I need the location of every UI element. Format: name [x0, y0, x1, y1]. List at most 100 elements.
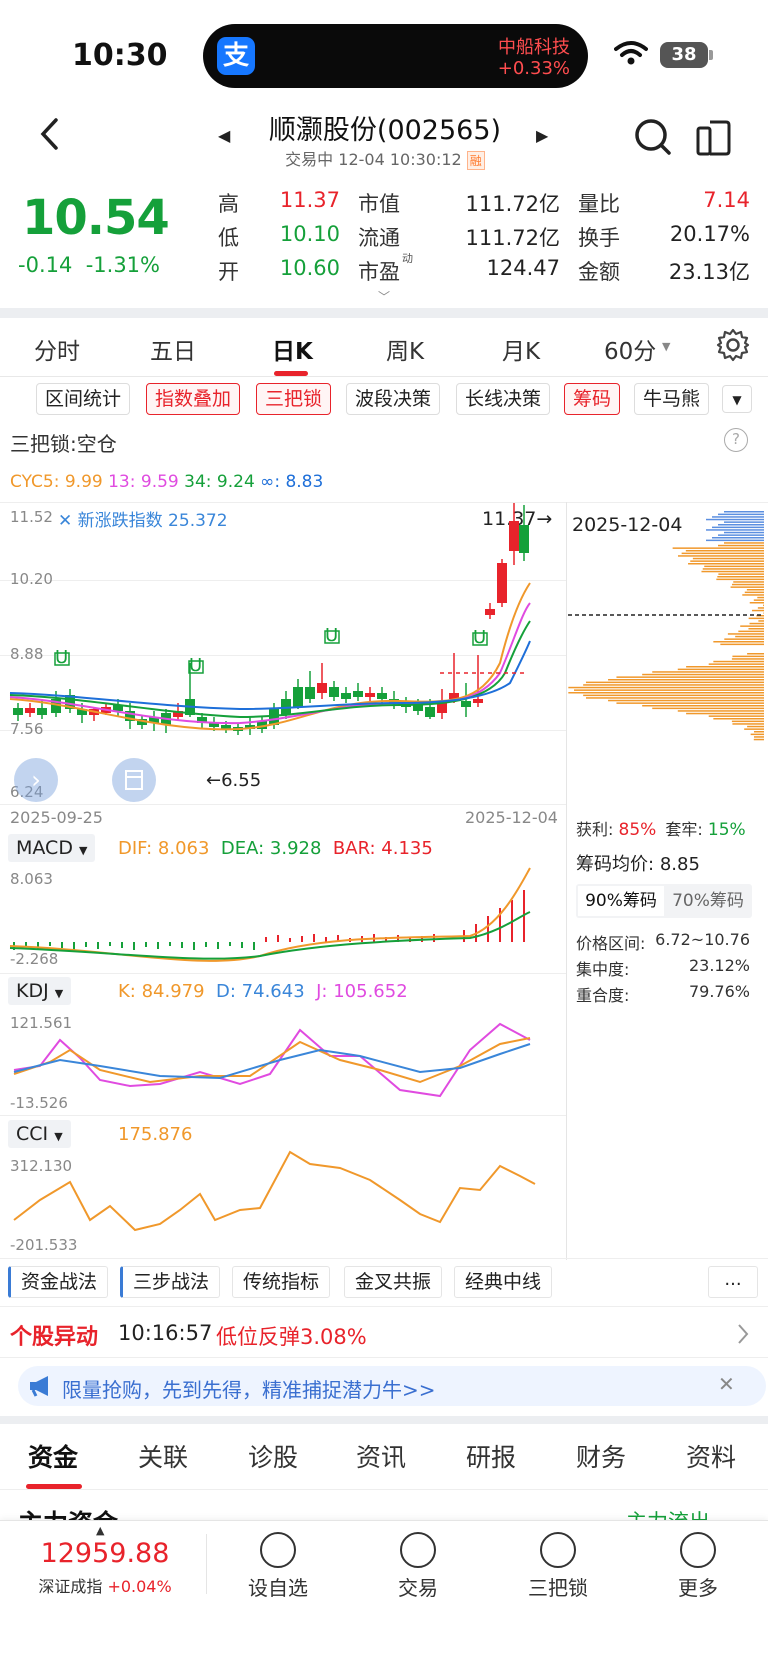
calendar-button[interactable] [112, 758, 156, 802]
strategy-tab-4[interactable]: 经典中线 [454, 1266, 553, 1298]
promo-banner[interactable]: 限量抢购，先到先得，精准捕捉潜力牛>> ✕ [18, 1366, 766, 1406]
kdj-selector[interactable]: KDJ ▼ [8, 977, 72, 1005]
status-time: 10:30 [72, 38, 168, 73]
caret-down-icon: ▼ [662, 340, 671, 353]
candle-body [25, 708, 35, 713]
close-icon[interactable]: ✕ [718, 1372, 735, 1396]
candle-body [293, 687, 303, 707]
chip-3[interactable]: 波段决策 [346, 383, 441, 415]
prev-stock-button[interactable]: ◀ [218, 126, 231, 145]
help-icon[interactable]: ? [724, 428, 748, 452]
chip-4[interactable]: 长线决策 [456, 383, 551, 415]
chip-bar [754, 731, 764, 733]
chip-bar [746, 589, 764, 591]
strategy-more-button[interactable]: ... [708, 1266, 758, 1298]
candle-body [377, 693, 387, 699]
chip-bar [585, 697, 764, 699]
price-change: -0.14 -1.31% [18, 253, 160, 277]
gear-icon[interactable] [716, 328, 750, 362]
chevron-right-icon [738, 1324, 749, 1344]
landscape-icon[interactable] [696, 118, 732, 156]
tab-chip-90[interactable]: 90%筹码 [578, 886, 664, 916]
candle-body [509, 521, 519, 551]
index-widget[interactable]: 12959.88 深证成指 +0.04% [10, 1538, 200, 1597]
strategy-tab-1[interactable]: 三步战法 [120, 1266, 221, 1298]
chip-bar [681, 552, 764, 555]
tab-period-0[interactable]: 分时 [34, 339, 80, 365]
toolbar-label: 设自选 [248, 1576, 308, 1600]
tab-period-3[interactable]: 周K [386, 339, 425, 365]
candlestick-chart[interactable]: ᑌ ᑌᑌ ᑌ [0, 503, 566, 803]
date-start: 2025-09-25 [10, 808, 103, 827]
lock-body [54, 652, 70, 666]
chip-bar [713, 641, 764, 643]
candle-body [257, 721, 267, 729]
stock-alert-row[interactable]: 个股异动 10:16:57 低位反弹3.08% [0, 1306, 768, 1358]
detail-tab-4[interactable]: 研报 [466, 1443, 517, 1472]
chip-bar [712, 516, 764, 518]
strategy-tab-3[interactable]: 金叉共振 [344, 1266, 443, 1298]
chevron-down-icon: ▼ [54, 987, 64, 1000]
strategy-tab-0[interactable]: 资金战法 [8, 1266, 109, 1298]
chip-0[interactable]: 区间统计 [36, 383, 131, 415]
chip-6[interactable]: 牛马熊 [634, 383, 710, 415]
chip-bar [677, 555, 764, 557]
candle-body [221, 725, 231, 729]
main-outflow-label: 主力流出 [626, 1506, 710, 1520]
toolbar-item-0[interactable]: 设自选 [228, 1532, 328, 1601]
toolbar-item-2[interactable]: 三把锁 [508, 1532, 608, 1601]
tab-period-4[interactable]: 月K [502, 339, 541, 365]
toolbar-item-1[interactable]: 交易 [368, 1532, 468, 1601]
tab-chip-70[interactable]: 70%筹码 [672, 891, 744, 911]
chip-range-row: 价格区间: 6.72~10.76 [576, 930, 750, 954]
detail-tab-5[interactable]: 财务 [576, 1443, 627, 1472]
detail-tab-1[interactable]: 关联 [138, 1443, 189, 1472]
tab-period-5[interactable]: 60分 [604, 339, 657, 365]
quote-label: 低 [218, 226, 239, 250]
quote-label: 换手 [578, 226, 620, 250]
chip-bar [718, 524, 764, 526]
chip-1[interactable]: 指数叠加 [146, 383, 241, 415]
wifi-icon [614, 41, 648, 65]
back-button[interactable] [38, 116, 62, 162]
expand-chevron-icon[interactable]: ﹀ [378, 290, 391, 304]
dynamic-island[interactable]: 支 中船科技 +0.33% [203, 24, 588, 88]
chip-2[interactable]: 三把锁 [256, 383, 332, 415]
detail-tab-6[interactable]: 资料 [686, 1443, 737, 1472]
grid-line [0, 804, 566, 805]
kdj-d: D: 74.643 [216, 981, 305, 1002]
chip-bar [718, 573, 764, 575]
date-end: 2025-12-04 [465, 808, 558, 827]
range-label: 价格区间: [576, 934, 646, 953]
chip-date: 2025-12-04 [572, 514, 683, 536]
strategy-tab-2[interactable]: 传统指标 [232, 1266, 331, 1298]
quote-label: 高 [218, 192, 239, 216]
tab-period-1[interactable]: 五日 [150, 339, 196, 365]
lock-body [472, 632, 488, 646]
alipay-logo-icon: 支 [217, 37, 255, 75]
grid-line [0, 1258, 768, 1259]
kchart-y-mid2: 8.88 [10, 645, 44, 663]
chip-bar [742, 594, 764, 596]
chips-more-button[interactable]: ▼ [722, 385, 752, 413]
detail-tab-2[interactable]: 诊股 [248, 1443, 299, 1472]
close-icon[interactable]: ✕ [58, 511, 73, 531]
chart-panel-divider [566, 502, 567, 1260]
scroll-left-button[interactable]: › [14, 758, 58, 802]
cyc13-value: 13: 9.59 [108, 472, 179, 492]
tab-period-2[interactable]: 日K [272, 339, 313, 365]
toolbar-item-3[interactable]: 更多 [648, 1532, 748, 1601]
kchart-y-mid3: 7.56 [10, 720, 44, 738]
chip-bar [744, 591, 764, 594]
next-stock-button[interactable]: ▶ [536, 126, 549, 145]
candle-body [51, 699, 61, 713]
macd-selector[interactable]: MACD ▼ [8, 834, 96, 862]
chip-range-tabs: 90%筹码 70%筹码 [576, 884, 752, 918]
search-icon[interactable] [634, 118, 672, 156]
cci-selector[interactable]: CCI ▼ [8, 1120, 71, 1148]
candle-body [65, 695, 75, 709]
index-overlay-label[interactable]: ✕ 新涨跌指数 25.372 [58, 506, 228, 531]
detail-tab-0[interactable]: 资金 [28, 1443, 79, 1472]
chip-5[interactable]: 筹码 [564, 383, 621, 415]
detail-tab-3[interactable]: 资讯 [356, 1443, 407, 1472]
